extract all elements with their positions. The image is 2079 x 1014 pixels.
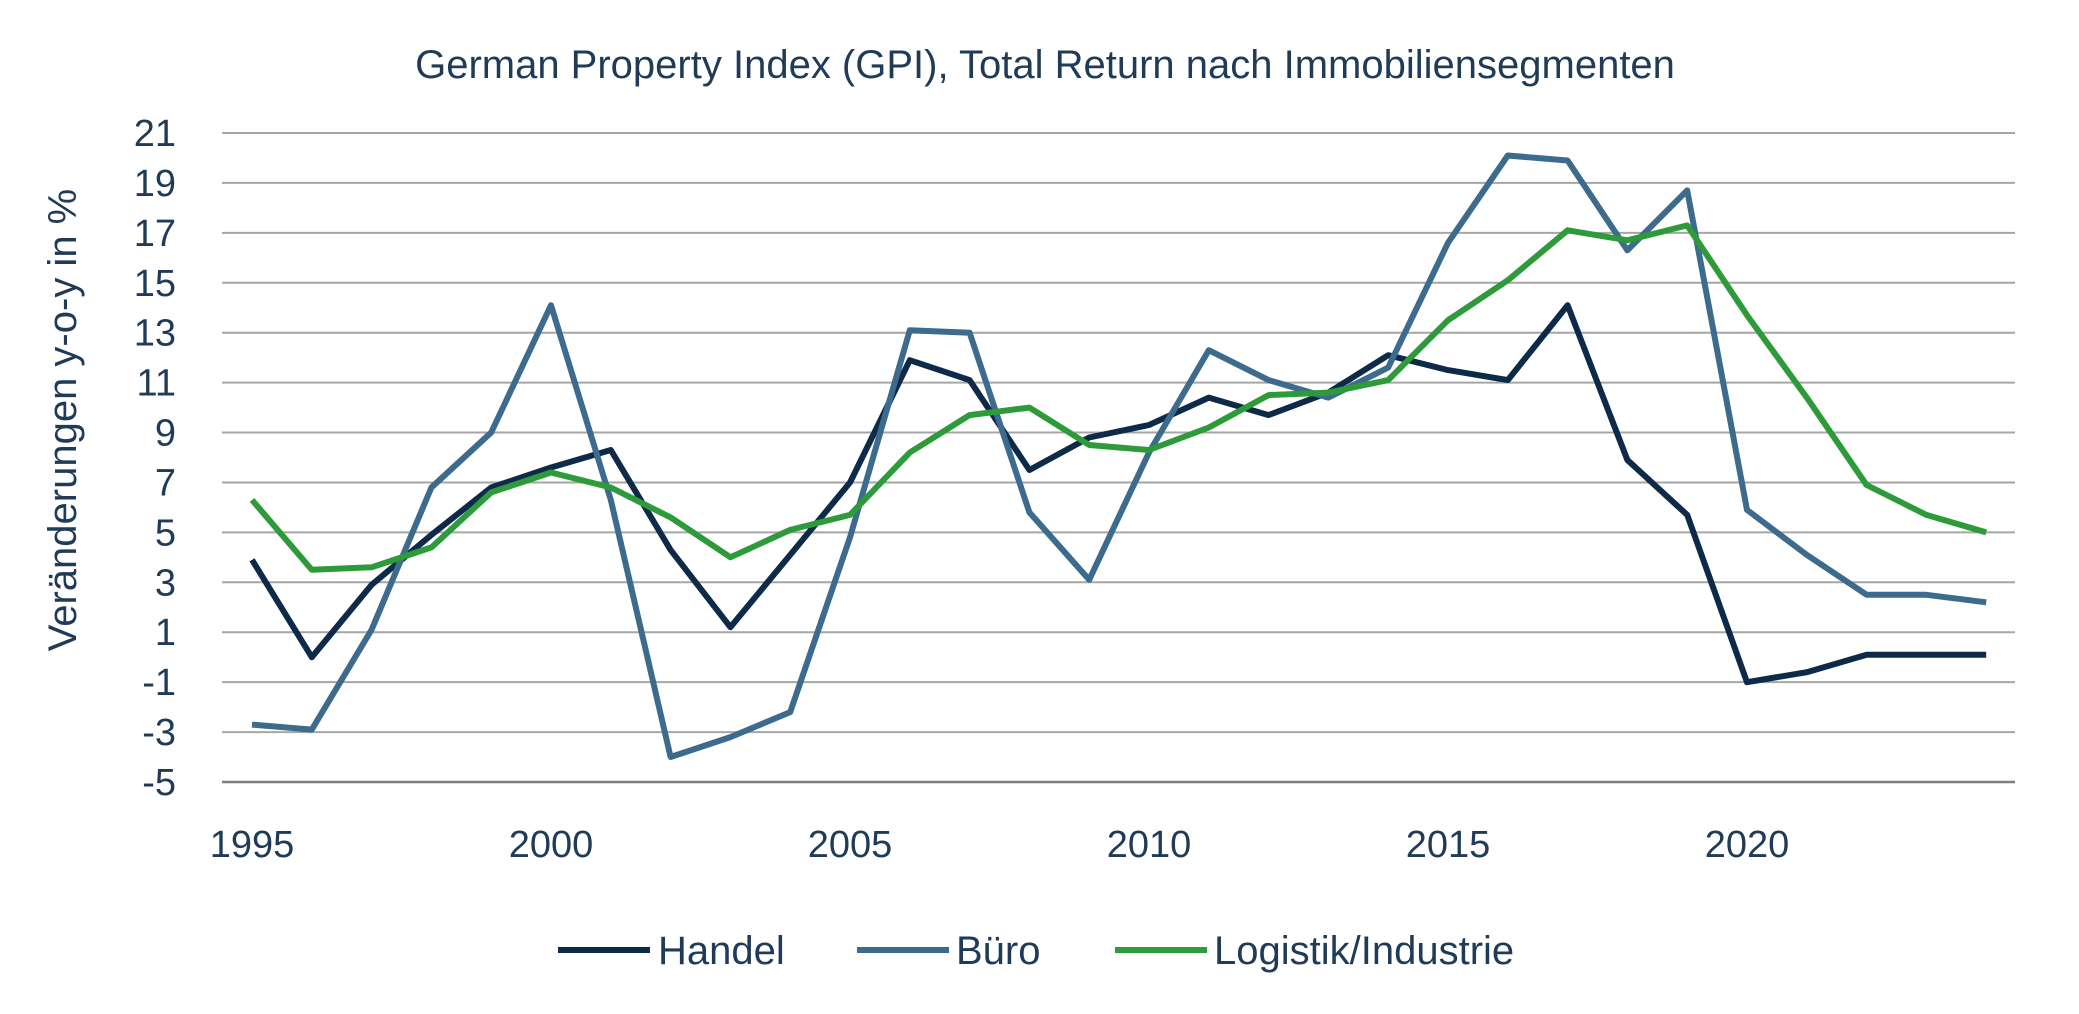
legend: Handel Büro Logistik/Industrie	[558, 929, 1514, 973]
x-axis-ticks: 1995 2000 2005 2010 2015 2020	[210, 824, 1790, 866]
x-tick-label: 2010	[1107, 824, 1192, 866]
x-tick-label: 2015	[1406, 824, 1491, 866]
legend-label: Handel	[658, 929, 785, 973]
chart-title: German Property Index (GPI), Total Retur…	[415, 43, 1675, 87]
y-tick-label: -3	[142, 712, 176, 754]
gridlines	[222, 132, 2015, 784]
series-line-b-ro	[251, 152, 1987, 760]
y-tick-label: -5	[142, 762, 176, 804]
y-axis-ticks: 21 19 17 15 13 11 9 7 5 3 1 -1 -3 -5	[134, 113, 176, 804]
series-line-logistik-industrie	[249, 222, 1988, 573]
series-line-handel	[249, 302, 1987, 686]
series-lines	[249, 152, 1988, 760]
x-tick-label: 2020	[1705, 824, 1790, 866]
y-tick-label: 19	[134, 163, 176, 205]
x-tick-label: 1995	[210, 824, 295, 866]
y-tick-label: 1	[155, 612, 176, 654]
y-tick-label: 9	[155, 413, 176, 455]
y-axis-label: Veränderungen y-o-y in %	[41, 189, 85, 652]
legend-label: Büro	[956, 929, 1041, 973]
legend-label: Logistik/Industrie	[1214, 929, 1514, 973]
x-tick-label: 2000	[509, 824, 594, 866]
y-tick-label: 3	[155, 562, 176, 604]
y-tick-label: 13	[134, 313, 176, 355]
y-tick-label: 15	[134, 263, 176, 305]
y-tick-label: 17	[134, 213, 176, 255]
y-tick-label: 11	[137, 363, 176, 405]
y-tick-label: -1	[142, 662, 176, 704]
y-tick-label: 21	[134, 113, 176, 155]
y-tick-label: 5	[155, 512, 176, 554]
y-tick-label: 7	[155, 462, 176, 504]
x-tick-label: 2005	[808, 824, 893, 866]
